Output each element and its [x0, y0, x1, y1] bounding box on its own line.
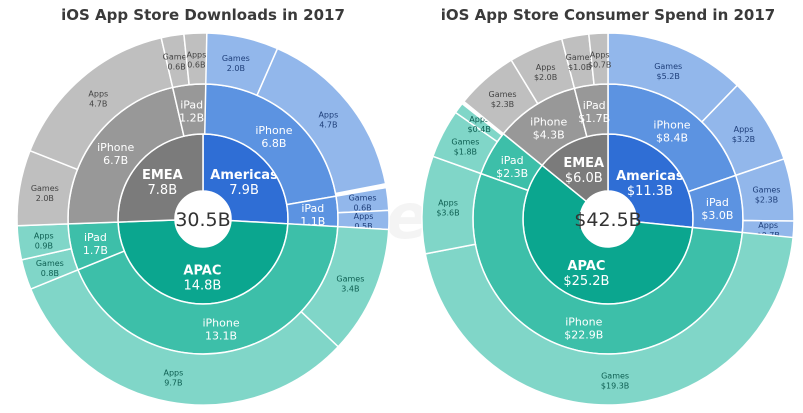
segment-value-label: $0.4B [468, 125, 491, 134]
segment-value-label: 1.7B [83, 244, 108, 257]
segment-apac-apps[interactable] [29, 268, 340, 406]
segment-name-label: Apps [758, 221, 778, 230]
segment-value-label: 6.8B [261, 137, 286, 150]
segment-name-label: iPhone [653, 119, 690, 132]
segment-value-label: $1.7B [578, 112, 610, 125]
segment-name-label: iPhone [255, 124, 292, 137]
segment-value-label: 0.6B [187, 61, 205, 70]
segment-name-label: Apps [354, 212, 374, 221]
segment-name-label: Games [222, 54, 250, 63]
segment-value-label: $4.3B [533, 128, 565, 141]
segment-name-label: Games [349, 194, 377, 203]
segment-name-label: Apps [88, 89, 108, 98]
segment-name-label: iPad [301, 202, 324, 215]
total-label: 30.5B [175, 209, 230, 231]
segment-name-label: Games [451, 137, 479, 146]
segment-value-label: $2.3B [496, 167, 528, 180]
segment-name-label: EMEA [563, 156, 604, 171]
segment-name-label: Games [654, 62, 682, 71]
segment-name-label: Apps [34, 232, 54, 241]
segment-name-label: Apps [590, 51, 610, 60]
total-label: $42.5B [574, 209, 641, 231]
segment-americas-apps[interactable] [256, 47, 387, 195]
segment-name-label: iPad [180, 99, 203, 112]
segment-value-label: $22.9B [564, 328, 603, 341]
segment-value-label: $5.2B [657, 72, 680, 81]
segment-name-label: Games [163, 53, 191, 62]
segment-value-label: $2.0B [534, 73, 557, 82]
segment-value-label: 0.8B [41, 269, 59, 278]
segment-value-label: $3.0B [701, 209, 733, 222]
segment-value-label: $6.0B [565, 171, 603, 186]
segment-name-label: Games [752, 186, 780, 195]
segment-emea-apps[interactable] [587, 32, 609, 86]
segment-name-label: APAC [183, 263, 221, 278]
segment-name-label: Americas [616, 169, 684, 184]
segment-name-label: iPhone [530, 115, 567, 128]
segment-name-label: EMEA [142, 168, 183, 183]
center-circle [175, 191, 231, 247]
segment-value-label: 0.5B [354, 222, 372, 231]
segment-value-label: $25.2B [563, 274, 609, 289]
segment-name-label: Games [489, 90, 517, 99]
segment-value-label: $8.4B [656, 132, 688, 145]
segment-name-label: iPhone [565, 315, 602, 328]
segment-value-label: $11.3B [627, 184, 673, 199]
segment-name-label: Games [601, 371, 629, 380]
segment-name-label: Apps [318, 111, 338, 120]
segment-name-label: iPad [501, 154, 524, 167]
segment-value-label: $3.2B [732, 135, 755, 144]
segment-name-label: Games [36, 259, 64, 268]
segment-name-label: Games [336, 275, 364, 284]
segment-name-label: Apps [734, 125, 754, 134]
segment-name-label: Apps [469, 115, 489, 124]
segment-value-label: $3.6B [436, 209, 459, 218]
segment-value-label: 2.0B [36, 194, 54, 203]
segment-value-label: $0.7B [588, 61, 611, 70]
segment-value-label: 0.9B [35, 242, 53, 251]
segment-name-label: iPad [583, 99, 606, 112]
segment-name-label: iPad [706, 196, 729, 209]
segment-value-label: $1.0B [568, 63, 591, 72]
segment-name-label: Americas [210, 168, 278, 183]
segment-emea-apps[interactable] [183, 32, 208, 86]
segment-name-label: Games [31, 184, 59, 193]
segment-value-label: 7.9B [229, 183, 259, 198]
segment-value-label: 7.8B [148, 183, 178, 198]
center-circle [580, 191, 636, 247]
segment-apac-apps[interactable] [454, 102, 504, 143]
segment-value-label: $1.8B [454, 147, 477, 156]
segment-value-label: 4.7B [89, 99, 107, 108]
segment-value-label: 4.7B [319, 121, 337, 130]
segment-name-label: Apps [536, 63, 556, 72]
segment-value-label: 6.7B [103, 154, 128, 167]
chart-title-downloads: iOS App Store Downloads in 2017 [61, 6, 345, 24]
segment-name-label: Games [566, 53, 594, 62]
segment-value-label: 2.0B [227, 64, 245, 73]
segment-value-label: 0.6B [353, 204, 371, 213]
segment-name-label: APAC [567, 259, 605, 274]
segment-name-label: Apps [164, 369, 184, 378]
segment-value-label: 1.2B [179, 112, 204, 125]
segment-value-label: $19.3B [601, 381, 629, 390]
segment-name-label: Apps [438, 199, 458, 208]
segment-value-label: 9.7B [164, 379, 182, 388]
chart-title-spend: iOS App Store Consumer Spend in 2017 [440, 6, 776, 24]
segment-name-label: Apps [186, 51, 206, 60]
segment-value-label: $2.3B [755, 196, 778, 205]
segment-name-label: iPhone [97, 141, 134, 154]
segment-value-label: $2.3B [491, 100, 514, 109]
segment-value-label: 14.8B [183, 278, 221, 293]
segment-apac-games[interactable] [424, 231, 794, 406]
segment-value-label: 3.4B [341, 285, 359, 294]
segment-value-label: 0.6B [168, 63, 186, 72]
segment-name-label: iPhone [202, 317, 239, 330]
segment-value-label: 13.1B [205, 330, 237, 343]
segment-name-label: iPad [84, 231, 107, 244]
